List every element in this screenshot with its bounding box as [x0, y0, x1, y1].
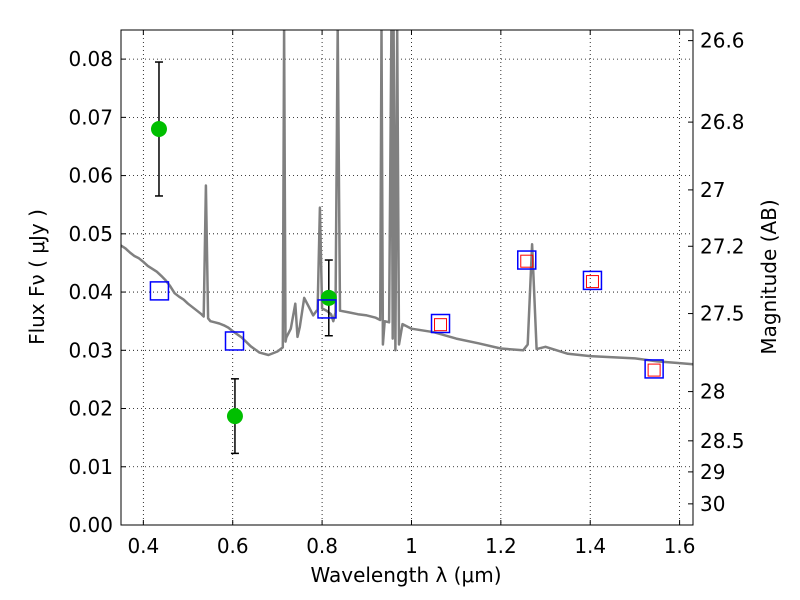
right-tick-label: 26.8: [700, 110, 745, 134]
x-tick-label: 0.4: [127, 534, 159, 558]
observed-flux-point: [226, 408, 243, 425]
right-tick-label: 27: [700, 178, 725, 202]
y-tick-label: 0.04: [68, 280, 113, 304]
plot-area: [121, 30, 693, 366]
right-tick-label: 30: [700, 492, 725, 516]
x-tick-label: 1.2: [485, 534, 517, 558]
model-flux-small-square: [647, 363, 661, 377]
model-flux-square: [517, 250, 537, 270]
y-tick-label: 0.08: [68, 47, 113, 71]
y-axis-left-label: Flux Fν ( μJy ): [25, 209, 49, 345]
model-flux-small-square: [434, 318, 448, 332]
model-flux-square: [317, 299, 337, 319]
right-tick-label: 28.5: [700, 429, 745, 453]
model-flux-square: [644, 359, 664, 379]
x-axis-label: Wavelength λ (μm): [310, 563, 501, 587]
x-tick-label: 1.6: [664, 534, 696, 558]
model-flux-square: [149, 281, 170, 301]
y-tick-label: 0.06: [68, 164, 113, 188]
x-tick-label: 0.8: [306, 534, 338, 558]
y-axis-right-label: Magnitude (AB): [757, 199, 781, 354]
x-tick-label: 1: [405, 534, 418, 558]
y-tick-label: 0.05: [68, 222, 113, 246]
observed-flux-point: [150, 121, 167, 137]
y-axis-right: 26.6 26.8 27 27.2 27.5 28 28.5 29 30: [688, 29, 745, 516]
y-tick-label: 0.00: [68, 513, 113, 537]
model-flux-square: [582, 270, 603, 291]
right-tick-label: 27.5: [700, 302, 745, 326]
right-tick-label: 27.2: [700, 234, 745, 258]
right-tick-label: 28: [700, 380, 725, 404]
model-flux-small-square: [585, 275, 599, 289]
observed-flux-point: [320, 289, 337, 306]
y-tick-label: 0.02: [68, 397, 113, 421]
model-flux-square: [430, 313, 451, 334]
y-axis-left: 0.00 0.01 0.02 0.03 0.04 0.05 0.06 0.07 0.08: [68, 47, 126, 537]
y-tick-label: 0.03: [68, 338, 113, 362]
y-tick-label: 0.01: [68, 455, 113, 479]
series-layer: [121, 30, 693, 366]
model-flux-square: [224, 331, 245, 351]
right-tick-label: 29: [700, 460, 725, 484]
x-axis: 0.4 0.6 0.8 1 1.2 1.4 1.6: [127, 30, 696, 558]
right-tick-label: 26.6: [700, 29, 745, 53]
x-tick-label: 0.6: [217, 534, 249, 558]
y-tick-label: 0.07: [68, 105, 113, 129]
markers-layer: [149, 61, 664, 455]
plot-frame: [120, 29, 694, 526]
model-flux-small-square: [520, 254, 534, 268]
x-tick-label: 1.4: [574, 534, 606, 558]
model-spectrum-line: [121, 30, 693, 366]
